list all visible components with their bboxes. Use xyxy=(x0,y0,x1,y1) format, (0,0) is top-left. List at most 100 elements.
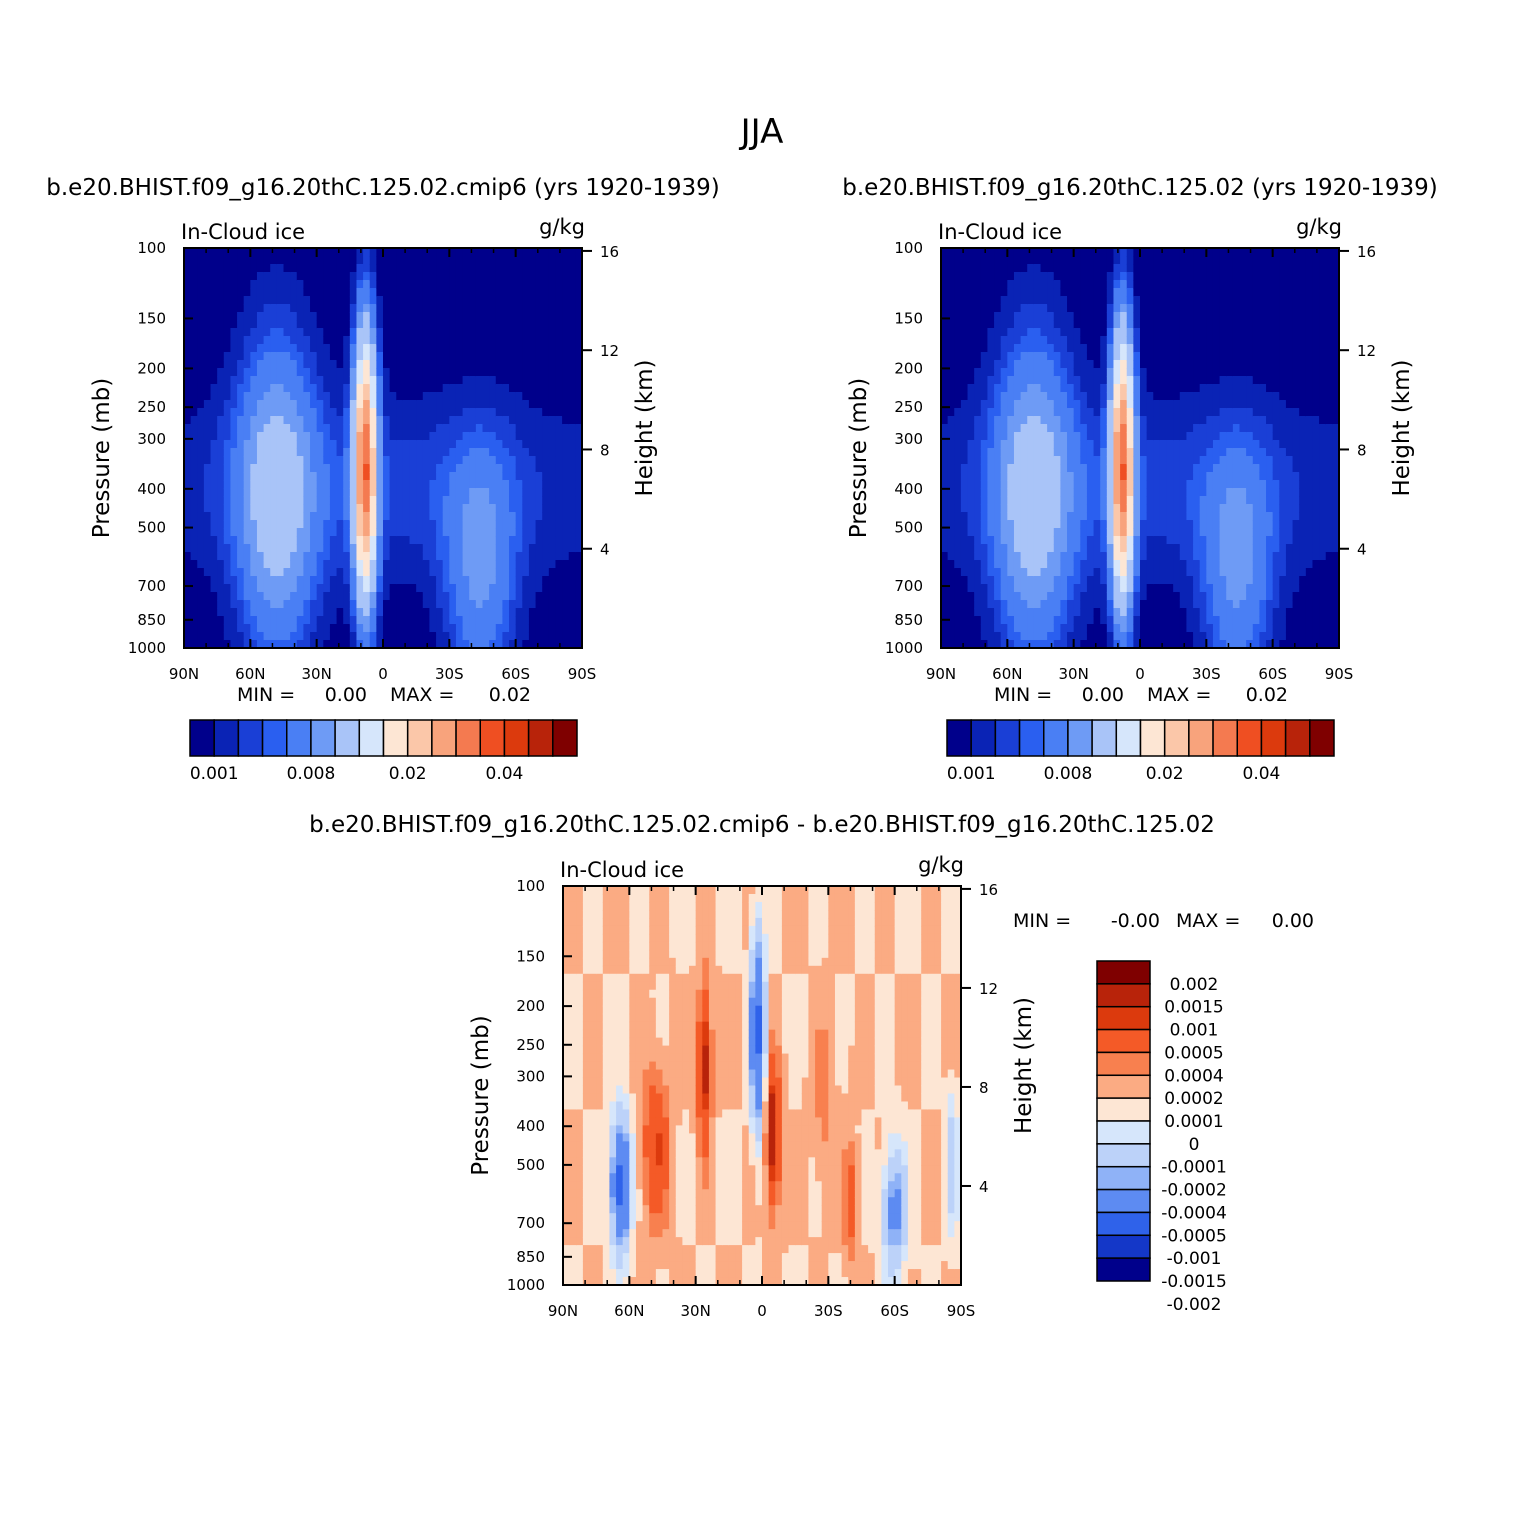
heatmap-cell xyxy=(422,632,431,641)
heatmap-cell xyxy=(535,384,543,393)
heatmap-cell xyxy=(994,632,1002,641)
heatmap-cell xyxy=(310,248,318,257)
heatmap-cell xyxy=(1033,296,1042,305)
heatmap-cell xyxy=(436,560,444,569)
heatmap-cell xyxy=(1166,568,1174,577)
heatmap-cell xyxy=(967,288,975,297)
heatmap-cell xyxy=(283,456,291,465)
heatmap-cell xyxy=(436,512,444,521)
heatmap-cell xyxy=(1173,576,1181,585)
heatmap-cell xyxy=(429,584,437,593)
heatmap-cell xyxy=(947,400,955,409)
heatmap-cell xyxy=(402,352,411,361)
heatmap-cell xyxy=(184,408,192,417)
heatmap-cell xyxy=(515,544,523,553)
heatmap-cell xyxy=(1086,312,1095,321)
heatmap-cell xyxy=(436,368,444,377)
heatmap-cell xyxy=(329,368,338,377)
heatmap-cell xyxy=(250,528,258,537)
heatmap-cell xyxy=(974,304,982,313)
heatmap-cell xyxy=(475,504,484,513)
heatmap-cell xyxy=(270,544,278,553)
heatmap-cell xyxy=(250,400,258,409)
heatmap-cell xyxy=(190,368,198,377)
heatmap-cell xyxy=(356,512,364,521)
heatmap-cell xyxy=(1133,392,1141,401)
heatmap-cell xyxy=(575,456,583,465)
heatmap-cell xyxy=(256,624,265,633)
heatmap-cell xyxy=(363,520,371,529)
heatmap-cell xyxy=(197,576,205,585)
heatmap-cell xyxy=(568,248,576,257)
heatmap-cell xyxy=(389,528,397,537)
heatmap-cell xyxy=(363,576,371,585)
heatmap-cell xyxy=(276,360,285,369)
heatmap-cell xyxy=(283,264,291,273)
heatmap-cell xyxy=(1179,496,1188,505)
heatmap-cell xyxy=(1093,624,1101,633)
heatmap-cell xyxy=(475,400,484,409)
heatmap-cell xyxy=(217,312,225,321)
heatmap-cell xyxy=(442,472,450,481)
heatmap-cell xyxy=(528,288,537,297)
heatmap-cell xyxy=(402,448,411,457)
heatmap-cell xyxy=(535,288,543,297)
heatmap-cell xyxy=(1000,600,1008,609)
heatmap-cell xyxy=(369,416,377,425)
heatmap-cell xyxy=(422,360,431,369)
heatmap-cell xyxy=(283,296,291,305)
heatmap-cell xyxy=(522,488,530,497)
heatmap-cell xyxy=(522,632,530,641)
heatmap-cell xyxy=(184,512,192,521)
heatmap-cell xyxy=(303,256,311,265)
heatmap-cell xyxy=(436,600,444,609)
heatmap-cell xyxy=(197,632,205,641)
heatmap-cell xyxy=(237,624,245,633)
heatmap-cell xyxy=(1173,640,1181,649)
heatmap-cell xyxy=(475,432,484,441)
y2-tick-label: 16 xyxy=(600,243,619,261)
heatmap-cell xyxy=(449,376,457,385)
heatmap-cell xyxy=(528,312,537,321)
heatmap-cell xyxy=(323,624,331,633)
heatmap-cell xyxy=(1140,544,1148,553)
heatmap-cell xyxy=(548,496,557,505)
heatmap-cell xyxy=(203,320,212,329)
heatmap-cell xyxy=(369,280,377,289)
heatmap-cell xyxy=(980,272,989,281)
heatmap-cell xyxy=(987,408,995,417)
heatmap-cell xyxy=(290,328,298,337)
heatmap-cell xyxy=(402,328,411,337)
heatmap-cell xyxy=(1033,440,1042,449)
heatmap-cell xyxy=(941,288,949,297)
heatmap-cell xyxy=(575,360,583,369)
heatmap-cell xyxy=(535,400,543,409)
heatmap-cell xyxy=(210,624,218,633)
heatmap-cell xyxy=(515,448,523,457)
heatmap-cell xyxy=(1159,248,1168,257)
heatmap-cell xyxy=(1000,496,1008,505)
heatmap-cell xyxy=(994,376,1002,385)
heatmap-cell xyxy=(960,296,969,305)
heatmap-cell xyxy=(1067,408,1075,417)
heatmap-cell xyxy=(356,392,364,401)
heatmap-cell xyxy=(1060,544,1068,553)
heatmap-cell xyxy=(190,264,198,273)
heatmap-cell xyxy=(383,352,391,361)
heatmap-cell xyxy=(230,560,238,569)
heatmap-cell xyxy=(1053,624,1061,633)
heatmap-cell xyxy=(396,624,404,633)
heatmap-cell xyxy=(980,424,989,433)
heatmap-cell xyxy=(217,248,225,257)
heatmap-cell xyxy=(1100,264,1108,273)
heatmap-cell xyxy=(402,560,411,569)
heatmap-cell xyxy=(1086,480,1095,489)
heatmap-cell xyxy=(369,360,377,369)
heatmap-cell xyxy=(1060,592,1068,601)
heatmap-cell xyxy=(290,432,298,441)
heatmap-cell xyxy=(1126,552,1134,561)
heatmap-cell xyxy=(349,352,358,361)
heatmap-cell xyxy=(489,312,497,321)
heatmap-cell xyxy=(1080,352,1088,361)
heatmap-cell xyxy=(436,432,444,441)
